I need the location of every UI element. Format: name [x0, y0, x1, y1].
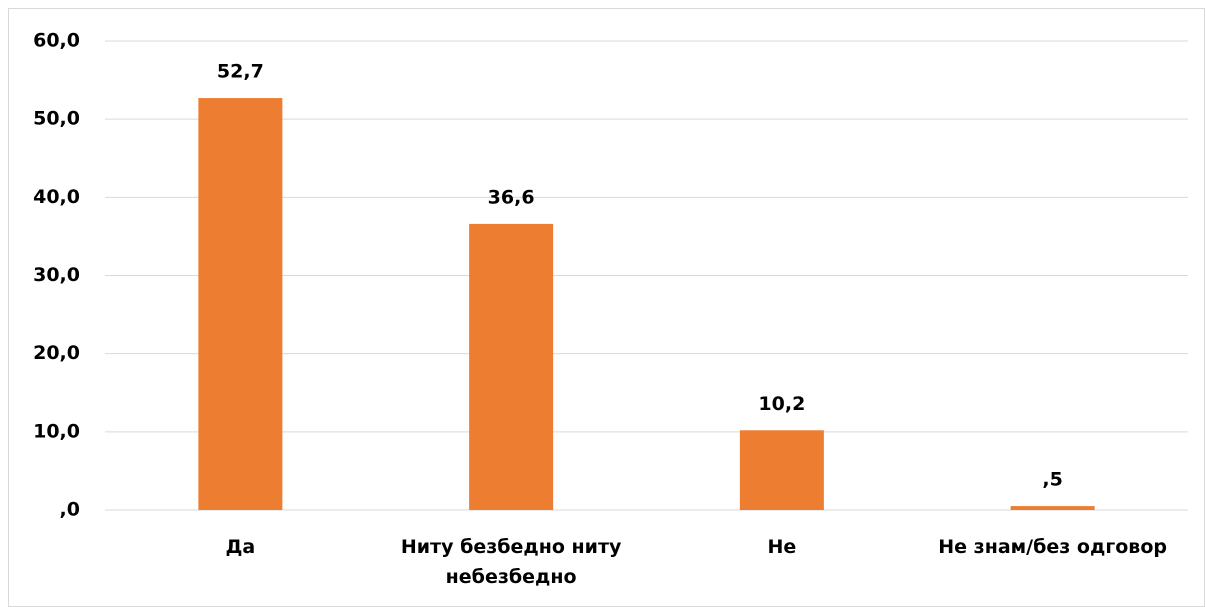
x-tick-label: Не знам/без одговор [938, 536, 1167, 558]
y-tick-label: 30,0 [33, 264, 80, 286]
bar [198, 98, 283, 510]
x-tick-label: Ниту безбедно ниту небезбедно [400, 536, 622, 588]
y-tick-label: ,0 [60, 499, 80, 521]
y-tick-label: 50,0 [33, 108, 80, 130]
y-tick-label: 40,0 [33, 186, 80, 208]
bar [469, 223, 554, 510]
bar [1010, 506, 1095, 510]
x-tick-label: Не [767, 536, 797, 558]
data-label: 10,2 [758, 393, 805, 415]
y-tick-label: 60,0 [33, 30, 80, 52]
data-label: 52,7 [217, 61, 264, 83]
y-tick-label: 20,0 [33, 342, 80, 364]
data-label: ,5 [1042, 469, 1062, 491]
data-label: 36,6 [488, 186, 535, 208]
chart-frame [8, 8, 1205, 607]
x-tick-label: Да [225, 536, 256, 558]
y-tick-label: 10,0 [33, 420, 80, 442]
bar [739, 430, 824, 510]
